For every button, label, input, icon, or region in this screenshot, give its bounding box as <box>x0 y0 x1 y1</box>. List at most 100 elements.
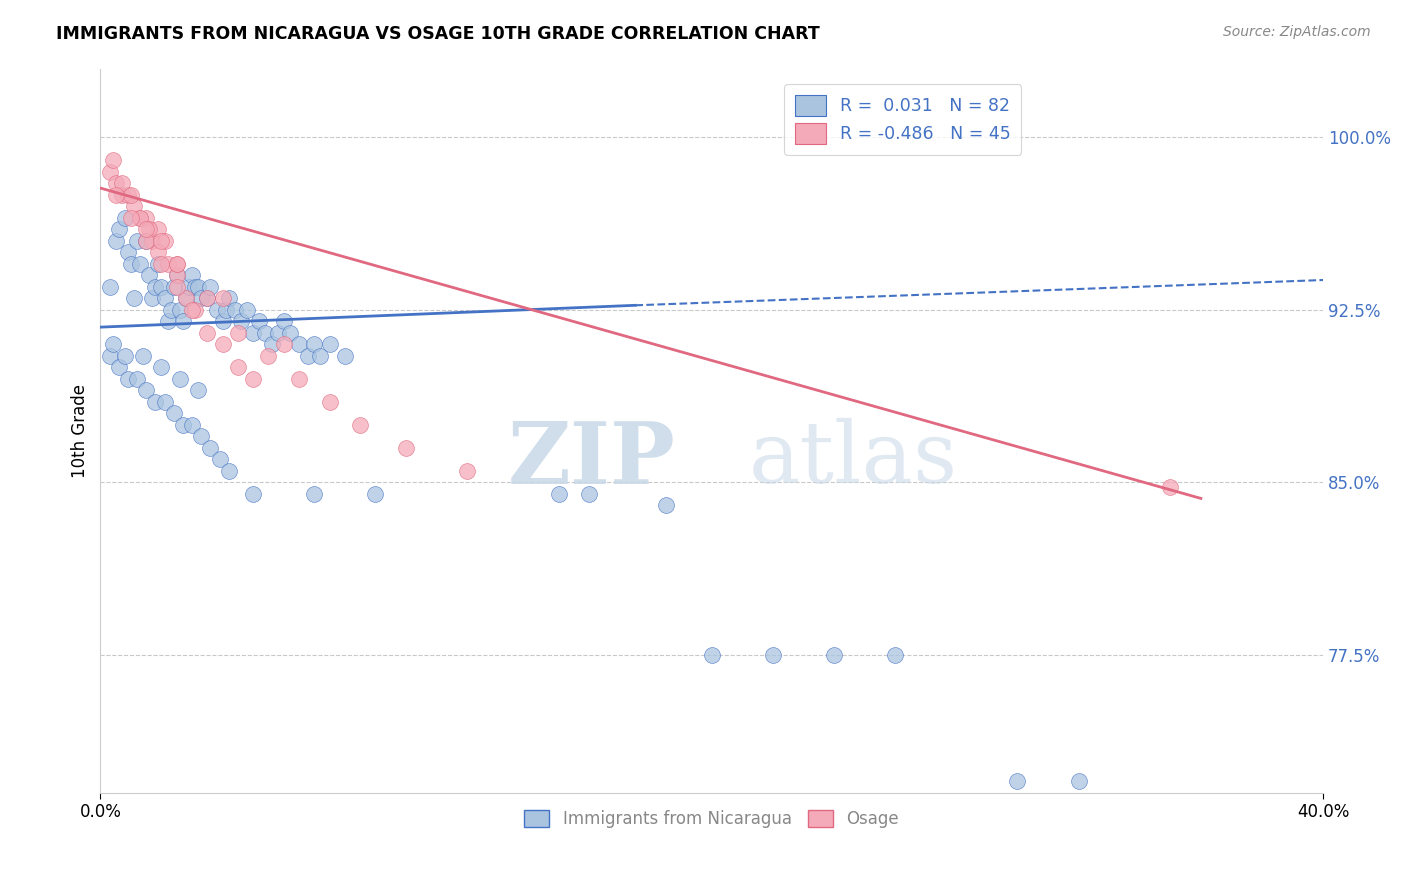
Point <box>172 314 194 328</box>
Point <box>218 464 240 478</box>
Point <box>174 292 197 306</box>
Point <box>98 165 121 179</box>
Point <box>120 257 142 271</box>
Point <box>104 234 127 248</box>
Point <box>297 349 319 363</box>
Point <box>104 177 127 191</box>
Point <box>156 314 179 328</box>
Point <box>257 349 280 363</box>
Point <box>117 372 139 386</box>
Point <box>655 498 678 512</box>
Point <box>169 372 191 386</box>
Point <box>548 487 571 501</box>
Point <box>101 153 124 168</box>
Point <box>135 234 157 248</box>
Point <box>266 326 288 340</box>
Point <box>135 384 157 398</box>
Point <box>247 314 270 328</box>
Point <box>278 326 301 340</box>
Point <box>166 268 188 283</box>
Point <box>200 280 222 294</box>
Point <box>166 257 188 271</box>
Point <box>226 326 249 340</box>
Point <box>156 257 179 271</box>
Point <box>200 441 222 455</box>
Point <box>169 302 191 317</box>
Point <box>242 372 264 386</box>
Point <box>304 487 326 501</box>
Point <box>229 314 252 328</box>
Point <box>107 360 129 375</box>
Point <box>135 211 157 225</box>
Point <box>211 314 233 328</box>
Point <box>145 280 167 294</box>
Point <box>1159 480 1181 494</box>
Point <box>117 245 139 260</box>
Point <box>166 257 188 271</box>
Point <box>166 268 188 283</box>
Point <box>101 337 124 351</box>
Point <box>456 464 478 478</box>
Point <box>135 234 157 248</box>
Point <box>163 406 186 420</box>
Point <box>145 395 167 409</box>
Point <box>138 222 160 236</box>
Point <box>309 349 332 363</box>
Point <box>153 395 176 409</box>
Point <box>111 188 134 202</box>
Point <box>129 211 152 225</box>
Point <box>762 648 785 662</box>
Point <box>1067 774 1090 789</box>
Point <box>333 349 356 363</box>
Point <box>122 292 145 306</box>
Y-axis label: 10th Grade: 10th Grade <box>72 384 89 477</box>
Legend: Immigrants from Nicaragua, Osage: Immigrants from Nicaragua, Osage <box>517 804 905 835</box>
Point <box>150 234 173 248</box>
Point <box>153 292 176 306</box>
Point <box>242 326 264 340</box>
Point <box>114 349 136 363</box>
Text: Source: ZipAtlas.com: Source: ZipAtlas.com <box>1223 25 1371 39</box>
Point <box>172 417 194 432</box>
Point <box>111 177 134 191</box>
Point <box>318 395 340 409</box>
Point <box>166 280 188 294</box>
Point <box>174 292 197 306</box>
Point <box>104 188 127 202</box>
Point <box>125 234 148 248</box>
Point <box>700 648 723 662</box>
Point <box>150 360 173 375</box>
Point <box>181 268 204 283</box>
Point <box>211 337 233 351</box>
Point <box>823 648 845 662</box>
Point <box>114 211 136 225</box>
Point <box>218 292 240 306</box>
Point <box>1007 774 1029 789</box>
Point <box>181 302 204 317</box>
Point <box>163 280 186 294</box>
Point <box>273 314 295 328</box>
Point <box>349 417 371 432</box>
Text: ZIP: ZIP <box>508 417 675 501</box>
Point <box>195 292 218 306</box>
Point <box>224 302 246 317</box>
Point <box>318 337 340 351</box>
Point <box>187 280 209 294</box>
Point <box>364 487 387 501</box>
Point <box>236 302 259 317</box>
Point <box>129 211 152 225</box>
Point <box>260 337 283 351</box>
Text: atlas: atlas <box>748 418 957 501</box>
Point <box>208 452 231 467</box>
Point <box>187 384 209 398</box>
Point <box>138 268 160 283</box>
Point <box>148 245 170 260</box>
Point <box>254 326 277 340</box>
Point <box>215 302 238 317</box>
Point <box>181 417 204 432</box>
Point <box>150 280 173 294</box>
Point <box>148 257 170 271</box>
Point <box>184 280 207 294</box>
Point <box>153 234 176 248</box>
Point <box>150 257 173 271</box>
